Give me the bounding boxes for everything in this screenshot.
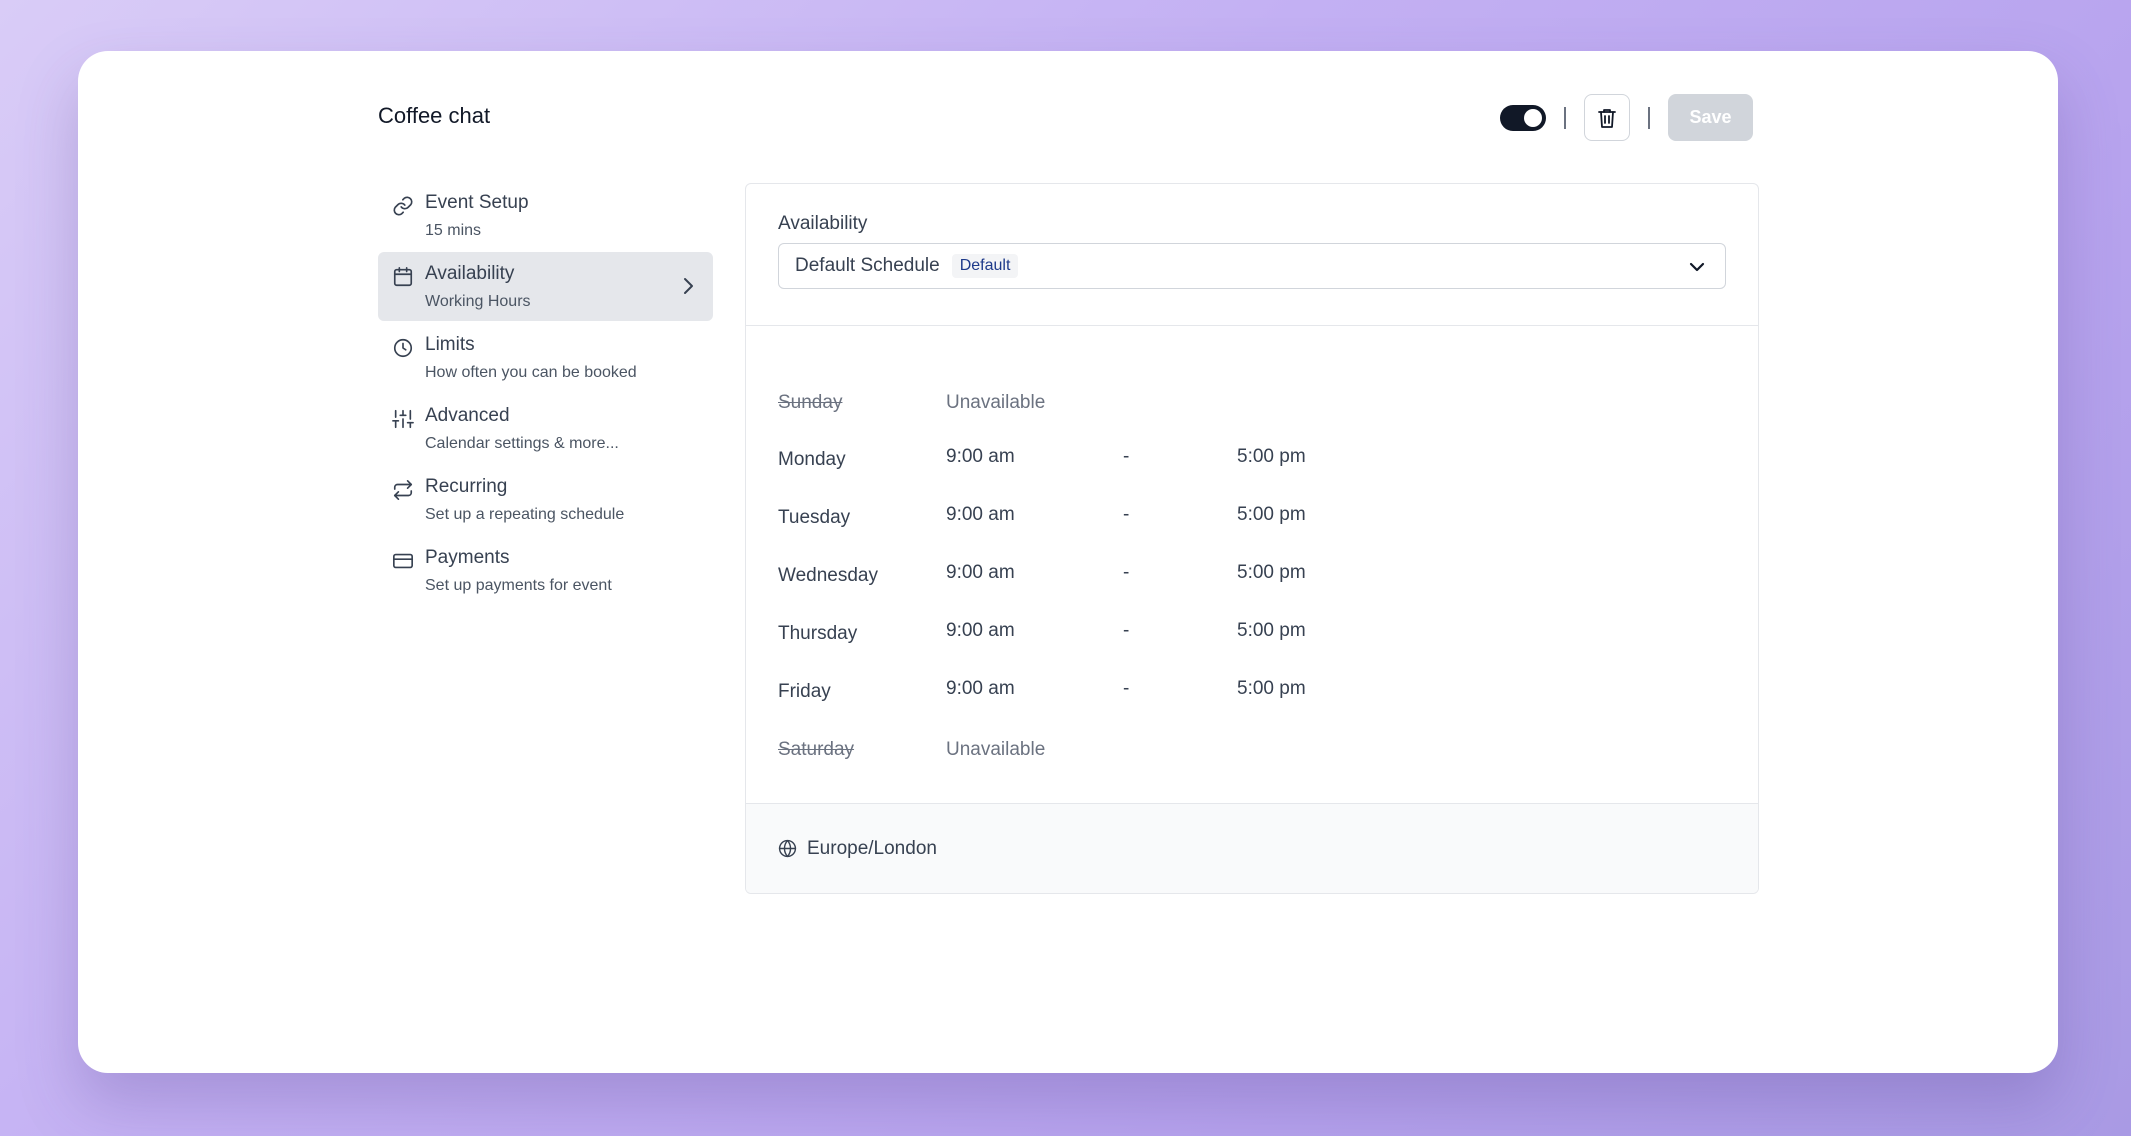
sidebar-item-sublabel: 15 mins (425, 222, 482, 239)
start-time[interactable]: 9:00 am (946, 504, 1015, 525)
weekly-hours-list: Sunday Unavailable Monday 9:00 am - 5:00… (746, 326, 1758, 806)
link-icon (393, 196, 413, 216)
toggle-knob (1524, 108, 1542, 127)
calendar-icon (393, 267, 413, 287)
sidebar: Event Setup 15 mins Availability Working… (378, 181, 713, 607)
repeat-icon (393, 480, 413, 500)
day-row-thursday: Thursday 9:00 am - 5:00 pm (778, 620, 1378, 653)
clock-icon (393, 338, 413, 358)
start-time[interactable]: 9:00 am (946, 562, 1015, 583)
start-time[interactable]: 9:00 am (946, 620, 1015, 641)
availability-label: Availability (778, 213, 868, 234)
day-label: Sunday (778, 392, 843, 413)
end-time[interactable]: 5:00 pm (1237, 446, 1306, 467)
page-title: Coffee chat (378, 103, 491, 128)
chevron-down-icon (1689, 262, 1705, 272)
timezone-footer: Europe/London (746, 803, 1758, 893)
sidebar-item-sublabel: Working Hours (425, 293, 531, 310)
unavailable-text: Unavailable (946, 392, 1046, 413)
start-time[interactable]: 9:00 am (946, 678, 1015, 699)
toolbar-divider (1648, 106, 1650, 129)
sidebar-item-label: Recurring (425, 476, 508, 497)
unavailable-text: Unavailable (946, 739, 1046, 760)
sidebar-item-label: Payments (425, 547, 510, 568)
event-enabled-toggle[interactable] (1500, 104, 1546, 131)
toolbar-divider (1564, 106, 1566, 129)
day-label: Wednesday (778, 565, 878, 586)
event-type-card: Coffee chat Save Event Setup 15 mins (78, 51, 2058, 1073)
day-label: Friday (778, 681, 831, 702)
start-time[interactable]: 9:00 am (946, 446, 1015, 467)
day-label: Monday (778, 449, 846, 470)
day-row-sunday: Sunday Unavailable (778, 392, 1378, 422)
end-time[interactable]: 5:00 pm (1237, 504, 1306, 525)
end-time[interactable]: 5:00 pm (1237, 678, 1306, 699)
default-badge: Default (951, 254, 1019, 278)
time-separator: - (1123, 562, 1130, 583)
day-row-tuesday: Tuesday 9:00 am - 5:00 pm (778, 504, 1378, 537)
sidebar-item-recurring[interactable]: Recurring Set up a repeating schedule (378, 465, 713, 534)
availability-panel: Availability Default Schedule Default Su… (745, 183, 1759, 894)
end-time[interactable]: 5:00 pm (1237, 562, 1306, 583)
sidebar-item-payments[interactable]: Payments Set up payments for event (378, 536, 713, 605)
day-label: Thursday (778, 623, 858, 644)
sidebar-item-sublabel: Calendar settings & more... (425, 435, 619, 452)
sidebar-item-label: Advanced (425, 405, 510, 426)
time-separator: - (1123, 620, 1130, 641)
day-row-friday: Friday 9:00 am - 5:00 pm (778, 678, 1378, 711)
globe-icon (778, 839, 797, 858)
save-button[interactable]: Save (1668, 94, 1753, 141)
day-label: Tuesday (778, 507, 851, 528)
time-separator: - (1123, 678, 1130, 699)
time-separator: - (1123, 504, 1130, 525)
time-separator: - (1123, 446, 1130, 467)
schedule-select[interactable]: Default Schedule Default (778, 243, 1726, 289)
day-label: Saturday (778, 739, 855, 760)
day-row-saturday: Saturday Unavailable (778, 739, 1378, 769)
sidebar-item-availability[interactable]: Availability Working Hours (378, 252, 713, 321)
trash-icon (1598, 108, 1616, 128)
sidebar-item-label: Limits (425, 334, 475, 355)
chevron-right-icon (684, 278, 693, 294)
sliders-icon (392, 409, 414, 429)
timezone-label: Europe/London (807, 837, 937, 859)
schedule-select-value: Default Schedule (795, 255, 940, 276)
sidebar-item-sublabel: How often you can be booked (425, 364, 637, 381)
sidebar-item-sublabel: Set up payments for event (425, 577, 612, 594)
sidebar-item-label: Availability (425, 263, 515, 284)
sidebar-item-event-setup[interactable]: Event Setup 15 mins (378, 181, 713, 250)
sidebar-item-label: Event Setup (425, 192, 529, 213)
day-row-monday: Monday 9:00 am - 5:00 pm (778, 446, 1378, 479)
sidebar-item-sublabel: Set up a repeating schedule (425, 506, 625, 523)
delete-button[interactable] (1584, 94, 1630, 141)
sidebar-item-limits[interactable]: Limits How often you can be booked (378, 323, 713, 392)
sidebar-item-advanced[interactable]: Advanced Calendar settings & more... (378, 394, 713, 463)
credit-card-icon (393, 553, 413, 569)
toolbar: Save (1500, 94, 1753, 141)
end-time[interactable]: 5:00 pm (1237, 620, 1306, 641)
schedule-section: Availability Default Schedule Default (746, 184, 1758, 326)
day-row-wednesday: Wednesday 9:00 am - 5:00 pm (778, 562, 1378, 595)
